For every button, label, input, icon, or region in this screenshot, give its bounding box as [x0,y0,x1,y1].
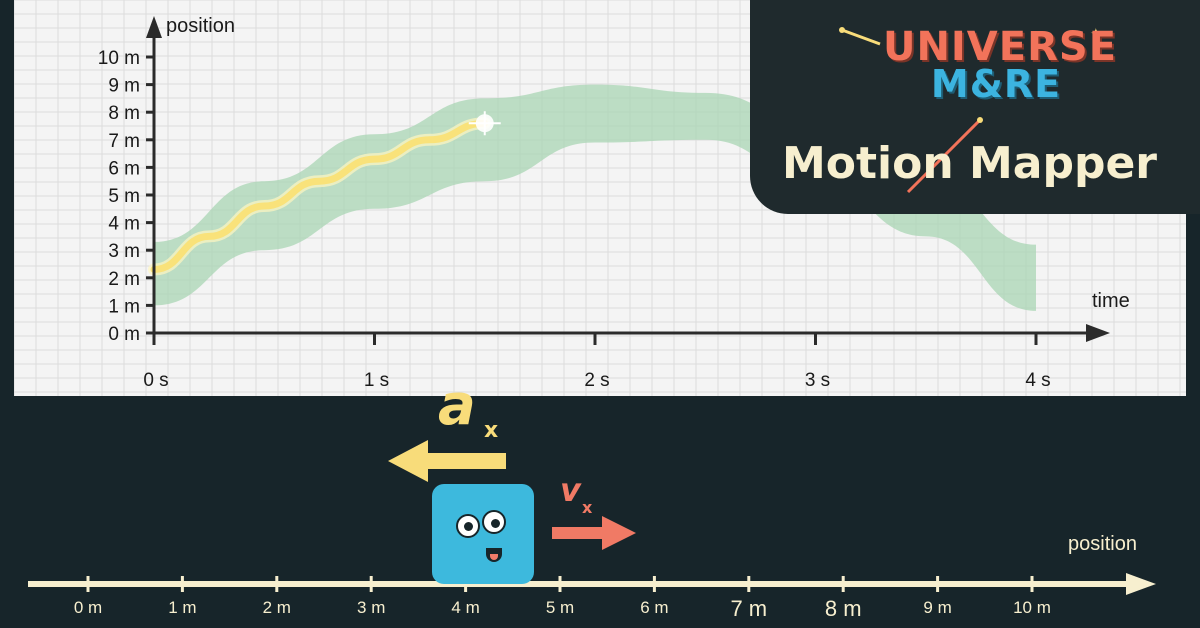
x-axis-title: time [1092,290,1130,312]
motion-block[interactable] [432,484,534,584]
y-axis-arrow-icon [146,16,162,38]
position-track [28,440,1156,595]
track-tick-label: 5 m [545,598,575,617]
motion-trace [150,119,489,274]
track-tick-label: 7 m [730,596,768,621]
y-tick-label: 7 m [108,131,140,152]
x-tick-label: 3 s [805,370,830,391]
y-tick-label: 2 m [108,269,140,290]
brand-line-1: UNIVERSE [882,24,1118,70]
track-axis-title: position [1068,533,1137,555]
track-tick-label: 2 m [262,598,291,617]
velocity-label: v [560,471,581,509]
track-tick-label: 3 m [357,598,386,617]
comet-head-icon [977,117,983,123]
x-axis-arrow-icon [1086,324,1110,342]
mouth-icon [486,548,502,562]
sparkle-icon: ✦ [1090,25,1102,41]
x-tick-label: 0 s [143,370,168,391]
x-tick-label: 1 s [364,370,389,391]
track-tick-label: 0 m [73,598,103,617]
comet-tail-icon [906,118,982,194]
acceleration-subscript: x [484,418,499,443]
comet-streak-icon [841,28,881,46]
right-eye-icon [482,510,506,534]
x-tick-label: 4 s [1025,370,1050,391]
tick-marks: 0 m 1 m 2 m 3 m 4 m 5 m 6 m 7 m 8 m 9 m 10 m 0 s 1 s… [98,48,1051,391]
velocity-subscript: x [582,498,593,517]
y-tick-label: 4 m [108,214,140,235]
left-eye-icon [456,514,480,538]
y-tick-label: 0 m [108,324,140,345]
acceleration-label: a [438,373,476,438]
track-tick-label: 9 m [923,598,952,617]
brand-line-2: M&RE [930,62,1062,106]
acceleration-arrow [388,440,506,482]
x-tick-label: 2 s [584,370,609,391]
y-tick-label: 5 m [108,186,140,207]
y-tick-label: 3 m [108,241,140,262]
y-tick-label: 8 m [108,103,140,124]
logo-card: ✦ UNIVERSE M&RE Motion Mapper [750,0,1200,214]
trace-sparkle-icon [468,111,501,136]
y-axis-title: position [166,15,235,37]
track-tick-label: 1 m [168,598,197,617]
velocity-arrow [552,516,636,550]
game-title: Motion Mapper [782,138,1158,189]
track-tick-label: 8 m [824,596,862,621]
y-tick-label: 9 m [108,76,140,97]
track-tick-label: 6 m [640,598,669,617]
track-tick-label: 4 m [451,598,480,617]
track-tick-label: 10 m [1013,598,1051,617]
logo-decoration: ✦ [839,25,1102,194]
y-tick-label: 10 m [98,48,140,69]
track-axis [28,573,1156,595]
y-tick-label: 6 m [108,158,140,179]
star-icon [839,27,845,33]
y-tick-label: 1 m [108,296,140,317]
axes [146,16,1110,342]
